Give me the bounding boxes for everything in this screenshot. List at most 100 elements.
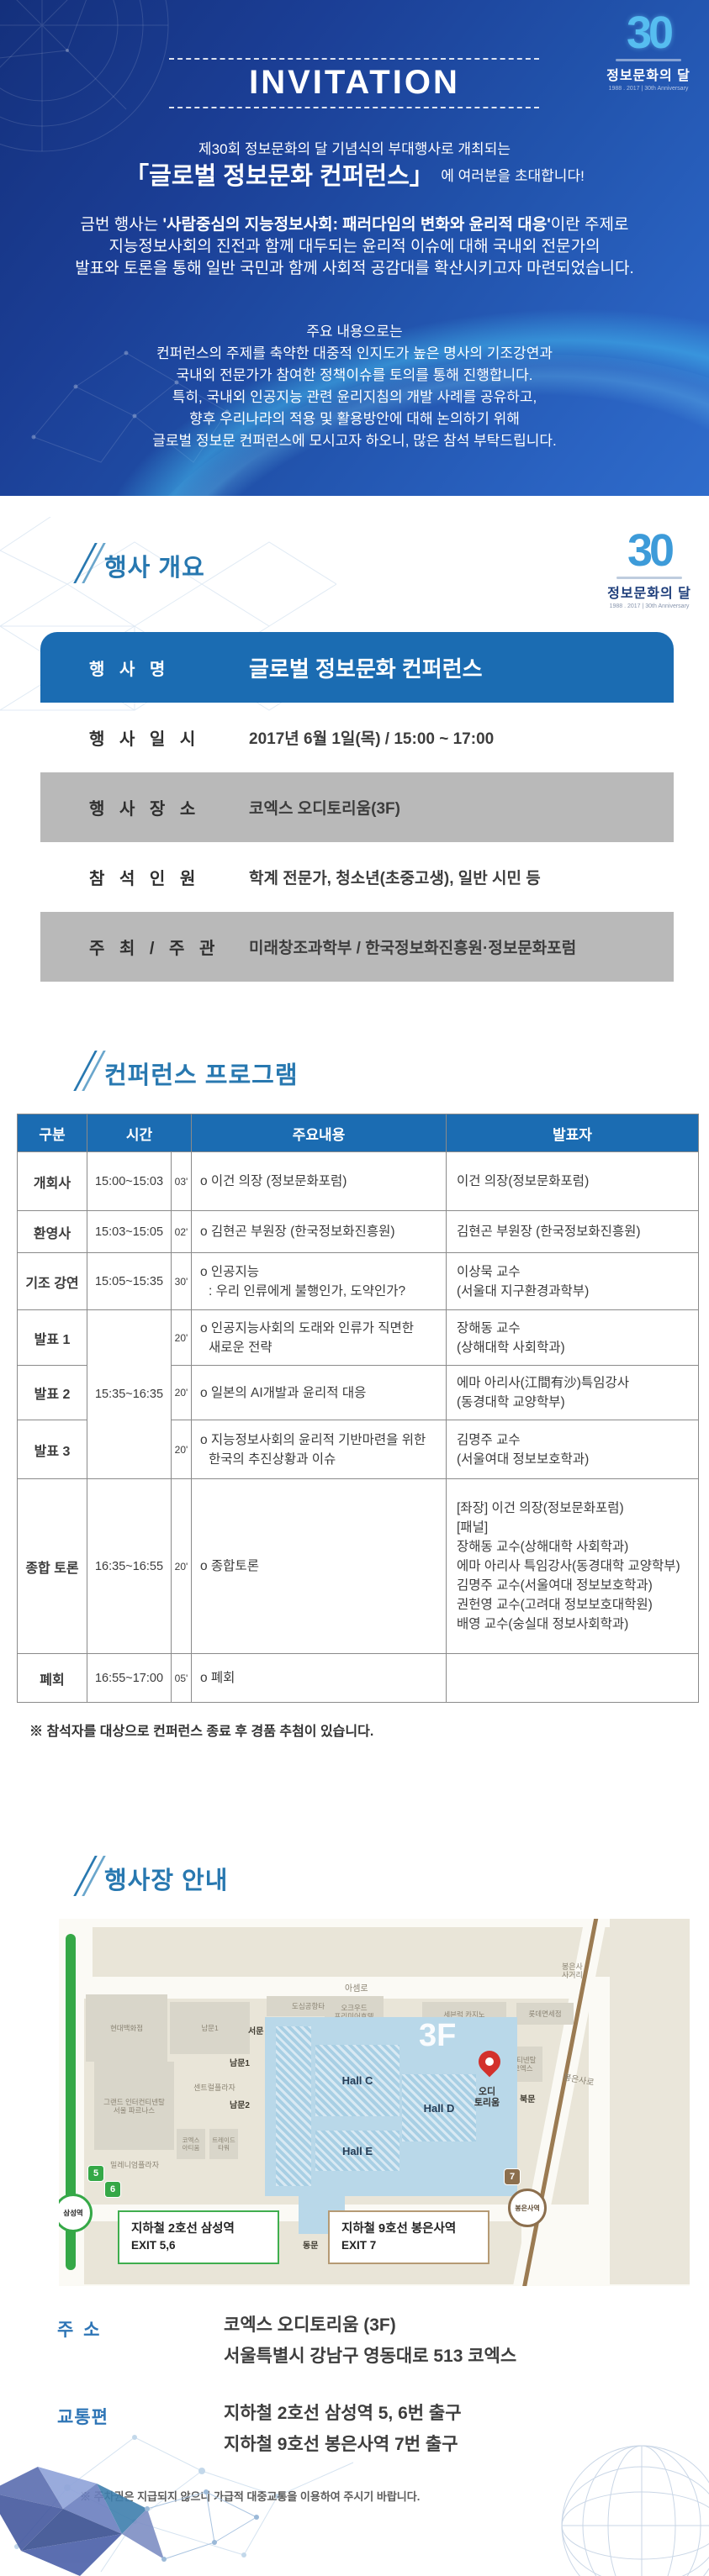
road-label-asem-ro: 아셈로 <box>345 1984 368 1994</box>
row-label: 행 사 일 시 <box>89 730 201 749</box>
map-label-auditorium: 오디 토리움 <box>474 2087 500 2108</box>
map-gate-east: 동문 <box>303 2241 319 2251</box>
theme-prefix: 금번 행사는 <box>80 216 163 234</box>
program-header-row: 구분 시간 주요내용 발표자 <box>17 1114 699 1152</box>
conference-name-suffix: 에 여러분을 초대합니다! <box>441 167 585 184</box>
conference-name: 「글로벌 정보문화 컨퍼런스」 <box>124 163 434 190</box>
logo-30-number: 30 <box>626 8 674 58</box>
row-value: 학계 전문가, 청소년(초중고생), 일반 시민 등 <box>249 870 541 888</box>
transport-label: 교통편 <box>57 2408 108 2427</box>
logo-30-number: 30 <box>627 525 675 576</box>
row-label: 참 석 인 원 <box>89 870 201 888</box>
logo-subtitle: 1988 . 2017 | 30th Anniversary <box>608 86 689 92</box>
dashed-divider-top <box>169 58 539 60</box>
station-samseong: 삼성역 <box>59 2194 93 2232</box>
overview-row-hosts: 주 최 / 주 관 미래창조과학부 / 한국정보화진흥원·정보문화포럼 <box>40 912 674 982</box>
program-row-welcome: 환영사 15:03~15:05 02' o 김현곤 부원장 (한국정보화진흥원)… <box>17 1210 699 1253</box>
map-hall-e: Hall E <box>315 2131 399 2171</box>
map-building-grand-intercontinental: 그랜드 인터컨티넨탈 서울 파르나스 <box>94 2062 174 2150</box>
program-table: 구분 시간 주요내용 발표자 개회사 15:00~15:03 03' o 이건 … <box>17 1114 699 1703</box>
hero-paragraph-contents: 주요 내용으로는 컨퍼런스의 주제를 축약한 대중적 인지도가 높은 명사의 기… <box>0 321 709 452</box>
overview-table: 행 사 명 글로벌 정보문화 컨퍼런스 행 사 일 시 2017년 6월 1일(… <box>40 632 674 982</box>
map-gate-south2: 남문2 <box>230 2101 250 2110</box>
row-label: 행 사 명 <box>89 660 171 679</box>
section-heading-overview: 행사 개요 <box>73 543 205 583</box>
theme-title: '사람중심의 지능정보사회: 패러다임의 변화와 윤리적 대응' <box>162 216 551 234</box>
row-value: 글로벌 정보문화 컨퍼런스 <box>249 656 483 682</box>
contents-line: 글로벌 정보문 컨퍼런스에 모시고자 하오니, 많은 참석 부탁드립니다. <box>152 433 557 449</box>
map-label-central-plaza: 센트럴플라자 <box>193 2083 235 2092</box>
hero-intro-line: 제30회 정보문화의 달 기념식의 부대행사로 개최되는 <box>198 141 511 157</box>
map-gate-west: 서문 <box>248 2027 264 2036</box>
exit-badge-6: 6 <box>104 2181 121 2198</box>
address-label: 주 소 <box>57 2321 103 2340</box>
program-row-presentation1: 발표 1 15:35~16:35 20' o 인공지능사회의 도래와 인류가 직… <box>17 1309 699 1479</box>
exit-badge-5: 5 <box>87 2165 104 2182</box>
map-building-coex-artium: 코엑스 아티움 <box>177 2129 205 2159</box>
map-block-east <box>610 1919 690 2284</box>
section-heading-venue: 행사장 안내 <box>73 1856 228 1896</box>
program-row-keynote: 기조 강연 15:05~15:35 30' o 인공지능 : 우리 인류에게 불… <box>17 1252 699 1310</box>
row-label: 주 최 / 주 관 <box>89 940 220 958</box>
row-value: 미래창조과학부 / 한국정보화진흥원·정보문화포럼 <box>249 940 577 957</box>
program-note: ※ 참석자를 대상으로 컨퍼런스 종료 후 경품 추첨이 있습니다. <box>29 1725 374 1739</box>
map-hall-d: Hall D <box>402 2074 476 2141</box>
overview-row-attendees: 참 석 인 원 학계 전문가, 청소년(초중고생), 일반 시민 등 <box>40 842 674 912</box>
network-globe-decoration <box>0 0 169 152</box>
row-value: 코엑스 오디토리움(3F) <box>249 800 400 818</box>
row-value: 2017년 6월 1일(목) / 15:00 ~ 17:00 <box>249 730 495 748</box>
col-header-category: 구분 <box>17 1114 87 1152</box>
exit-badge-7: 7 <box>504 2168 521 2185</box>
overview-row-venue: 행 사 장 소 코엑스 오디토리움(3F) <box>40 772 674 842</box>
venue-map: 봉은사로 아셈로 봉은사 사거리 현대백화점 남문1 도심공항타워 오크우드 프리… <box>59 1919 690 2286</box>
theme-line3: 발표와 토론을 통해 일반 국민과 함께 사회적 공감대를 확산시키고자 마련되… <box>75 260 634 277</box>
polygon-globe-decoration <box>0 2467 259 2576</box>
overview-row-event-name: 행 사 명 글로벌 정보문화 컨퍼런스 <box>40 632 674 703</box>
program-row-opening: 개회사 15:00~15:03 03' o 이건 의장 (정보문화포럼) 이건 … <box>17 1151 699 1211</box>
theme-line2: 지능정보사회의 진전과 함께 대두되는 윤리적 이슈에 대해 국내외 전문가의 <box>108 238 601 255</box>
map-building-hyundai: 현대백화점 <box>86 1994 167 2062</box>
map-building-nammun1-block: 남문1 <box>170 2002 250 2054</box>
logo-tagline-bar <box>616 577 682 579</box>
page-title: INVITATION <box>249 64 460 101</box>
overview-row-datetime: 행 사 일 시 2017년 6월 1일(목) / 15:00 ~ 17:00 <box>40 703 674 772</box>
address-value: 코엑스 오디토리움 (3F) 서울특별시 강남구 영동대로 513 코엑스 <box>224 2315 517 2366</box>
program-row-closing: 폐회 16:55~17:00 05' o 폐회 <box>17 1653 699 1703</box>
parking-footnote: ※ 주차권은 지급되지 않으니 가급적 대중교통을 이용하여 주시기 바랍니다. <box>80 2490 421 2503</box>
contents-line: 주요 내용으로는 <box>306 324 403 340</box>
hero-banner: 30 정보문화의 달 1988 . 2017 | 30th Anniversar… <box>0 0 709 496</box>
conference-name-line: 「글로벌 정보문화 컨퍼런스」 에 여러분을 초대합니다! <box>0 156 709 192</box>
dashed-divider-bottom <box>169 107 539 108</box>
map-gate-south1: 남문1 <box>230 2059 250 2068</box>
anniversary-30-logo-overview: 30 정보문화의 달 1988 . 2017 | 30th Anniversar… <box>603 528 696 609</box>
program-row-panel-discussion: 종합 토론 16:35~16:55 20' o 종합토론 [좌장] 이건 의장(… <box>17 1478 699 1654</box>
callout-line2-samseong: 지하철 2호선 삼성역 EXIT 5,6 <box>118 2210 279 2264</box>
contents-line: 향후 우리나라의 적용 및 활용방안에 대해 논의하기 위해 <box>189 411 520 427</box>
hero-paragraph-theme: 금번 행사는 '사람중심의 지능정보사회: 패러다임의 변화와 윤리적 대응'이… <box>0 214 709 280</box>
map-label-millennium-plaza: 밀레니엄플라자 <box>110 2161 159 2169</box>
map-hall-c: Hall C <box>315 2045 399 2116</box>
transport-value: 지하철 2호선 삼성역 5, 6번 출구 지하철 9호선 봉은사역 7번 출구 <box>224 2404 462 2454</box>
subway-line2 <box>66 1934 76 2270</box>
map-building-trade-tower: 트레이드 타워 <box>209 2129 238 2159</box>
col-header-content: 주요내용 <box>191 1114 447 1152</box>
map-building-lotte-dutyfree: 롯데면세점 <box>516 2003 574 2025</box>
slash-icon <box>73 1051 106 1091</box>
callout-line9-bongeunsa: 지하철 9호선 봉은사역 EXIT 7 <box>328 2210 489 2264</box>
theme-suffix: 이란 주제로 <box>550 216 629 234</box>
contents-line: 특히, 국내외 인공지능 관련 윤리지침의 개발 사례를 공유하고, <box>172 389 537 405</box>
anniversary-30-logo: 30 정보문화의 달 1988 . 2017 | 30th Anniversar… <box>600 10 697 92</box>
program-row-presentation3: 발표 3 20' o 지능정보사회의 윤리적 기반마련을 위한 한국의 추진상황… <box>17 1420 699 1479</box>
map-gate-north: 북문 <box>520 2095 536 2105</box>
station-bongeunsa: 봉은사역 <box>508 2189 547 2227</box>
logo-title: 정보문화의 달 <box>606 69 690 83</box>
map-block-north <box>93 1927 635 1977</box>
wireframe-sphere-decoration <box>561 2445 709 2576</box>
col-header-presenter: 발표자 <box>446 1114 699 1152</box>
map-floor-label: 3F <box>419 2018 457 2053</box>
col-header-time: 시간 <box>87 1114 192 1152</box>
logo-subtitle: 1988 . 2017 | 30th Anniversary <box>609 603 690 609</box>
map-hall-west-strip <box>276 2026 311 2186</box>
program-row-presentation2: 발표 2 20' o 일본의 AI개발과 윤리적 대응 에마 아리사(江間有沙)… <box>17 1365 699 1420</box>
